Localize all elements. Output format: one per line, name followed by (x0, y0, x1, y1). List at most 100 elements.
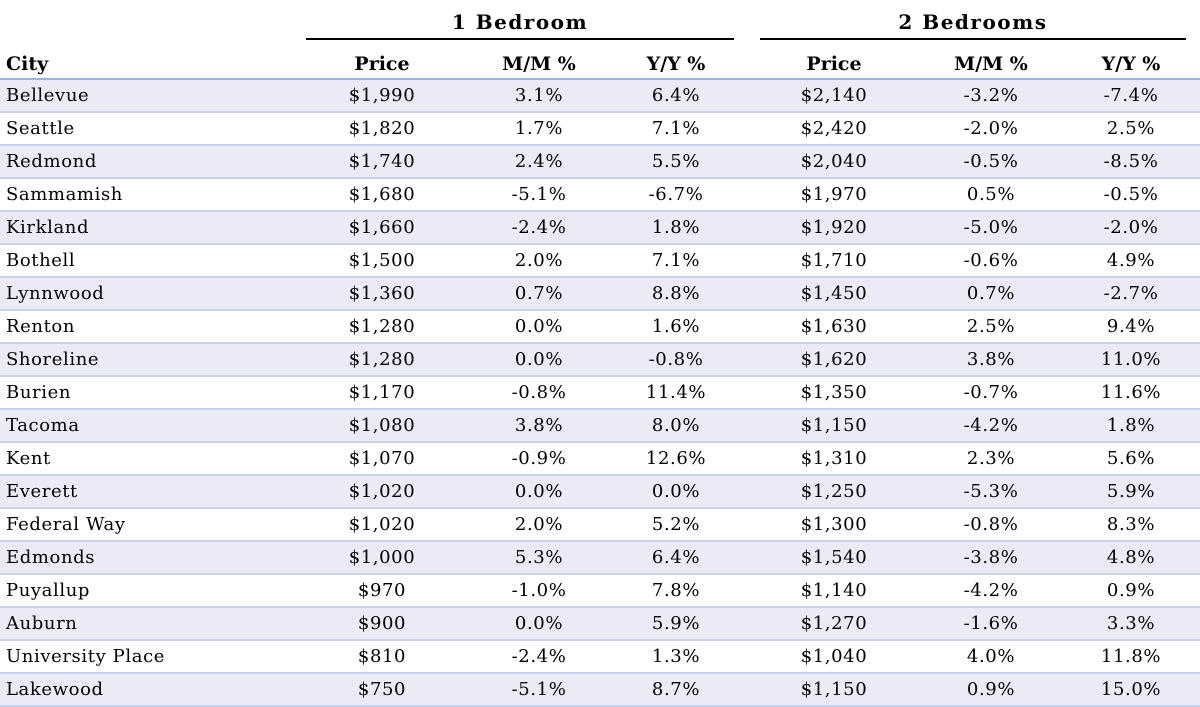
group-header-1-bedroom: 1 Bedroom (306, 8, 734, 40)
cell-2br-price: $1,450 (800, 283, 868, 304)
cell-2br-mm: -0.6% (963, 250, 1019, 271)
cell-2br-yy: 4.9% (1106, 250, 1156, 271)
cell-2br-price: $2,140 (800, 85, 868, 106)
table-row: Burien $1,170 -0.8% 11.4% $1,350 -0.7% 11.6% (0, 377, 1200, 410)
cell-1br-price: $1,020 (348, 481, 416, 502)
cell-city: Kirkland (6, 217, 90, 238)
cell-2br-mm: -5.0% (963, 217, 1019, 238)
table-row: Sammamish $1,680 -5.1% -6.7% $1,970 0.5% -0.5% (0, 179, 1200, 212)
cell-2br-yy: 15.0% (1100, 679, 1162, 700)
table-row: Shoreline $1,280 0.0% -0.8% $1,620 3.8% 11.0% (0, 344, 1200, 377)
cell-2br-mm: -3.8% (963, 547, 1019, 568)
cell-2br-yy: 5.9% (1106, 481, 1156, 502)
cell-city: Federal Way (6, 514, 126, 535)
cell-2br-yy: 11.0% (1100, 349, 1162, 370)
cell-city: Redmond (6, 151, 97, 172)
cell-2br-price: $1,250 (800, 481, 868, 502)
cell-2br-mm: -0.5% (963, 151, 1019, 172)
table-row: Tacoma $1,080 3.8% 8.0% $1,150 -4.2% 1.8% (0, 410, 1200, 443)
cell-2br-price: $1,620 (800, 349, 868, 370)
table-row: Redmond $1,740 2.4% 5.5% $2,040 -0.5% -8.5% (0, 146, 1200, 179)
column-header-2br-yy: Y/Y % (1101, 53, 1161, 75)
cell-2br-price: $1,040 (800, 646, 868, 667)
cell-1br-price: $1,280 (348, 316, 416, 337)
table-row: Seattle $1,820 1.7% 7.1% $2,420 -2.0% 2.5% (0, 113, 1200, 146)
cell-2br-yy: 9.4% (1106, 316, 1156, 337)
cell-1br-mm: -0.8% (511, 382, 567, 403)
cell-city: Puyallup (6, 580, 91, 601)
table-row: Kirkland $1,660 -2.4% 1.8% $1,920 -5.0% -2.0% (0, 212, 1200, 245)
table-row: University Place $810 -2.4% 1.3% $1,040 4.0% 1… (0, 641, 1200, 674)
cell-1br-mm: -2.4% (511, 646, 567, 667)
cell-1br-mm: 0.0% (514, 481, 564, 502)
cell-2br-price: $1,970 (800, 184, 868, 205)
cell-1br-yy: 8.0% (651, 415, 701, 436)
table-row: Lakewood $750 -5.1% 8.7% $1,150 0.9% 15.0% (0, 674, 1200, 707)
cell-1br-price: $1,000 (348, 547, 416, 568)
cell-2br-mm: 0.9% (966, 679, 1016, 700)
cell-2br-mm: 0.7% (966, 283, 1016, 304)
cell-2br-mm: -3.2% (963, 85, 1019, 106)
cell-city: Bellevue (6, 85, 90, 106)
cell-2br-yy: -2.0% (1103, 217, 1159, 238)
cell-1br-yy: 5.2% (651, 514, 701, 535)
cell-2br-price: $1,140 (800, 580, 868, 601)
cell-1br-yy: 7.1% (651, 250, 701, 271)
cell-1br-yy: -0.8% (648, 349, 704, 370)
cell-2br-mm: 2.3% (966, 448, 1016, 469)
cell-1br-mm: 0.0% (514, 349, 564, 370)
cell-2br-mm: -4.2% (963, 580, 1019, 601)
cell-2br-yy: 0.9% (1106, 580, 1156, 601)
cell-1br-yy: 7.8% (651, 580, 701, 601)
table-row: Edmonds $1,000 5.3% 6.4% $1,540 -3.8% 4.8% (0, 542, 1200, 575)
cell-2br-mm: 0.5% (966, 184, 1016, 205)
cell-2br-price: $1,150 (800, 679, 868, 700)
cell-city: Auburn (6, 613, 78, 634)
cell-1br-mm: 0.0% (514, 316, 564, 337)
table-row: Federal Way $1,020 2.0% 5.2% $1,300 -0.8% 8.3% (0, 509, 1200, 542)
cell-1br-mm: 0.7% (514, 283, 564, 304)
cell-1br-yy: 6.4% (651, 547, 701, 568)
cell-1br-price: $1,360 (348, 283, 416, 304)
cell-1br-yy: 6.4% (651, 85, 701, 106)
cell-2br-yy: 5.6% (1106, 448, 1156, 469)
table-row: Puyallup $970 -1.0% 7.8% $1,140 -4.2% 0.9% (0, 575, 1200, 608)
cell-1br-mm: 5.3% (514, 547, 564, 568)
cell-2br-price: $2,420 (800, 118, 868, 139)
table-row: Bellevue $1,990 3.1% 6.4% $2,140 -3.2% -7.4% (0, 80, 1200, 113)
column-header-city: City (6, 53, 49, 75)
cell-1br-yy: 12.6% (645, 448, 707, 469)
cell-2br-yy: 3.3% (1106, 613, 1156, 634)
cell-2br-mm: 3.8% (966, 349, 1016, 370)
cell-1br-mm: -5.1% (511, 679, 567, 700)
cell-2br-price: $1,920 (800, 217, 868, 238)
column-header-1br-price: Price (354, 53, 410, 75)
table-row: Bothell $1,500 2.0% 7.1% $1,710 -0.6% 4.9% (0, 245, 1200, 278)
cell-1br-price: $1,500 (348, 250, 416, 271)
cell-2br-mm: -0.7% (963, 382, 1019, 403)
cell-1br-price: $1,740 (348, 151, 416, 172)
cell-city: University Place (6, 646, 165, 667)
column-header-1br-mm: M/M % (502, 53, 576, 75)
cell-city: Lakewood (6, 679, 104, 700)
cell-2br-yy: 2.5% (1106, 118, 1156, 139)
cell-2br-price: $1,630 (800, 316, 868, 337)
cell-city: Kent (6, 448, 51, 469)
cell-1br-mm: -2.4% (511, 217, 567, 238)
cell-1br-yy: 8.7% (651, 679, 701, 700)
table-row: Lynnwood $1,360 0.7% 8.8% $1,450 0.7% -2.7% (0, 278, 1200, 311)
cell-city: Burien (6, 382, 72, 403)
column-header-1br-yy: Y/Y % (646, 53, 706, 75)
cell-1br-mm: -1.0% (511, 580, 567, 601)
cell-1br-yy: -6.7% (648, 184, 704, 205)
cell-2br-yy: 11.8% (1100, 646, 1162, 667)
cell-1br-yy: 11.4% (645, 382, 707, 403)
table-row: Renton $1,280 0.0% 1.6% $1,630 2.5% 9.4% (0, 311, 1200, 344)
cell-2br-price: $1,270 (800, 613, 868, 634)
cell-2br-price: $1,540 (800, 547, 868, 568)
cell-1br-yy: 1.3% (651, 646, 701, 667)
cell-city: Lynnwood (6, 283, 105, 304)
cell-1br-yy: 1.8% (651, 217, 701, 238)
cell-1br-price: $970 (357, 580, 407, 601)
table-row: Kent $1,070 -0.9% 12.6% $1,310 2.3% 5.6% (0, 443, 1200, 476)
